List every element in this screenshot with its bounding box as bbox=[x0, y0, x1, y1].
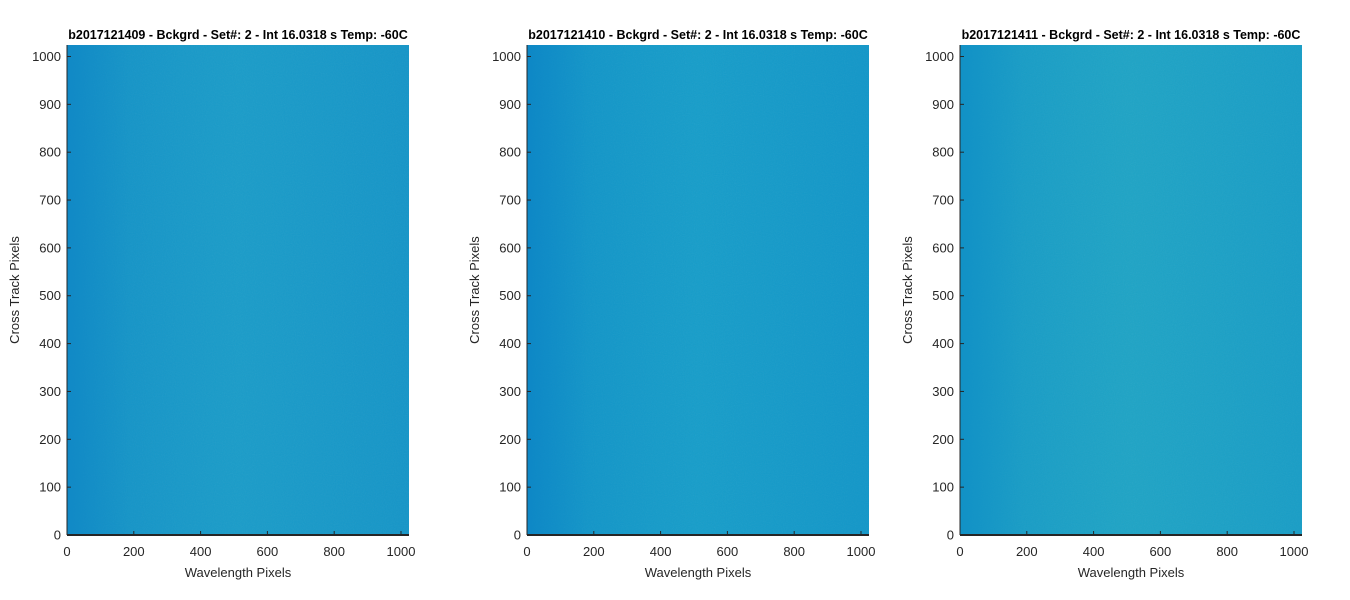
y-tick-label: 300 bbox=[39, 384, 61, 399]
y-axis-ticks: 0 100 200 300 400 500 600 700 800 900 1000 bbox=[925, 49, 964, 543]
y-tick-label: 900 bbox=[499, 97, 521, 112]
y-tick-label: 500 bbox=[39, 288, 61, 303]
y-tick-label: 0 bbox=[947, 528, 954, 543]
y-tick-label: 1000 bbox=[925, 49, 954, 64]
y-axis-label: Cross Track Pixels bbox=[900, 236, 915, 344]
heatmap-shading bbox=[67, 45, 409, 535]
y-tick-label: 400 bbox=[39, 336, 61, 351]
heatmap-panel-2: b2017121410 - Bckgrd - Set#: 2 - Int 16.… bbox=[467, 28, 875, 580]
x-tick-label: 200 bbox=[123, 544, 145, 559]
x-axis-label: Wavelength Pixels bbox=[185, 565, 292, 580]
chart-title: b2017121411 - Bckgrd - Set#: 2 - Int 16.… bbox=[962, 28, 1301, 42]
y-axis-label: Cross Track Pixels bbox=[467, 236, 482, 344]
y-tick-label: 100 bbox=[39, 480, 61, 495]
y-tick-label: 600 bbox=[39, 240, 61, 255]
x-axis-label: Wavelength Pixels bbox=[1078, 565, 1185, 580]
x-tick-label: 400 bbox=[650, 544, 672, 559]
plot-area bbox=[66, 45, 409, 536]
x-axis-ticks: 0 200 400 600 800 1000 bbox=[956, 531, 1308, 559]
plot-area bbox=[959, 45, 1302, 536]
y-tick-label: 700 bbox=[39, 193, 61, 208]
x-tick-label: 1000 bbox=[847, 544, 876, 559]
x-tick-label: 600 bbox=[257, 544, 279, 559]
x-tick-label: 600 bbox=[1150, 544, 1172, 559]
x-tick-label: 200 bbox=[1016, 544, 1038, 559]
y-tick-label: 500 bbox=[499, 288, 521, 303]
x-tick-label: 600 bbox=[717, 544, 739, 559]
heatmap-shading bbox=[960, 45, 1302, 535]
y-tick-label: 100 bbox=[499, 480, 521, 495]
y-tick-label: 400 bbox=[932, 336, 954, 351]
x-tick-label: 0 bbox=[523, 544, 530, 559]
y-tick-label: 200 bbox=[499, 432, 521, 447]
y-tick-label: 600 bbox=[499, 240, 521, 255]
y-tick-label: 1000 bbox=[492, 49, 521, 64]
x-tick-label: 1000 bbox=[387, 544, 416, 559]
y-tick-label: 600 bbox=[932, 240, 954, 255]
y-tick-label: 800 bbox=[932, 145, 954, 160]
x-tick-label: 400 bbox=[1083, 544, 1105, 559]
y-tick-label: 900 bbox=[39, 97, 61, 112]
y-tick-label: 300 bbox=[499, 384, 521, 399]
chart-title: b2017121409 - Bckgrd - Set#: 2 - Int 16.… bbox=[68, 28, 408, 42]
x-axis-label: Wavelength Pixels bbox=[645, 565, 752, 580]
x-tick-label: 800 bbox=[783, 544, 805, 559]
heatmap-panel-3: b2017121411 - Bckgrd - Set#: 2 - Int 16.… bbox=[900, 28, 1308, 580]
x-tick-label: 200 bbox=[583, 544, 605, 559]
x-axis-ticks: 0 200 400 600 800 1000 bbox=[63, 531, 415, 559]
x-tick-label: 400 bbox=[190, 544, 212, 559]
y-tick-label: 1000 bbox=[32, 49, 61, 64]
y-axis-label: Cross Track Pixels bbox=[7, 236, 22, 344]
chart-title: b2017121410 - Bckgrd - Set#: 2 - Int 16.… bbox=[528, 28, 868, 42]
y-axis-ticks: 0 100 200 300 400 500 600 700 800 900 1000 bbox=[32, 49, 71, 543]
x-tick-label: 0 bbox=[956, 544, 963, 559]
y-tick-label: 800 bbox=[499, 145, 521, 160]
y-tick-label: 0 bbox=[514, 528, 521, 543]
x-tick-label: 1000 bbox=[1280, 544, 1309, 559]
x-tick-label: 0 bbox=[63, 544, 70, 559]
y-tick-label: 200 bbox=[39, 432, 61, 447]
heatmap-panel-1: b2017121409 - Bckgrd - Set#: 2 - Int 16.… bbox=[7, 28, 415, 580]
y-tick-label: 300 bbox=[932, 384, 954, 399]
x-tick-label: 800 bbox=[1216, 544, 1238, 559]
y-tick-label: 0 bbox=[54, 528, 61, 543]
y-tick-label: 100 bbox=[932, 480, 954, 495]
heatmap-shading bbox=[527, 45, 869, 535]
y-tick-label: 900 bbox=[932, 97, 954, 112]
y-tick-label: 500 bbox=[932, 288, 954, 303]
y-tick-label: 400 bbox=[499, 336, 521, 351]
y-tick-label: 800 bbox=[39, 145, 61, 160]
y-axis-ticks: 0 100 200 300 400 500 600 700 800 900 1000 bbox=[492, 49, 531, 543]
plot-area bbox=[526, 45, 869, 536]
x-axis-ticks: 0 200 400 600 800 1000 bbox=[523, 531, 875, 559]
y-tick-label: 700 bbox=[932, 193, 954, 208]
x-tick-label: 800 bbox=[323, 544, 345, 559]
y-tick-label: 200 bbox=[932, 432, 954, 447]
y-tick-label: 700 bbox=[499, 193, 521, 208]
